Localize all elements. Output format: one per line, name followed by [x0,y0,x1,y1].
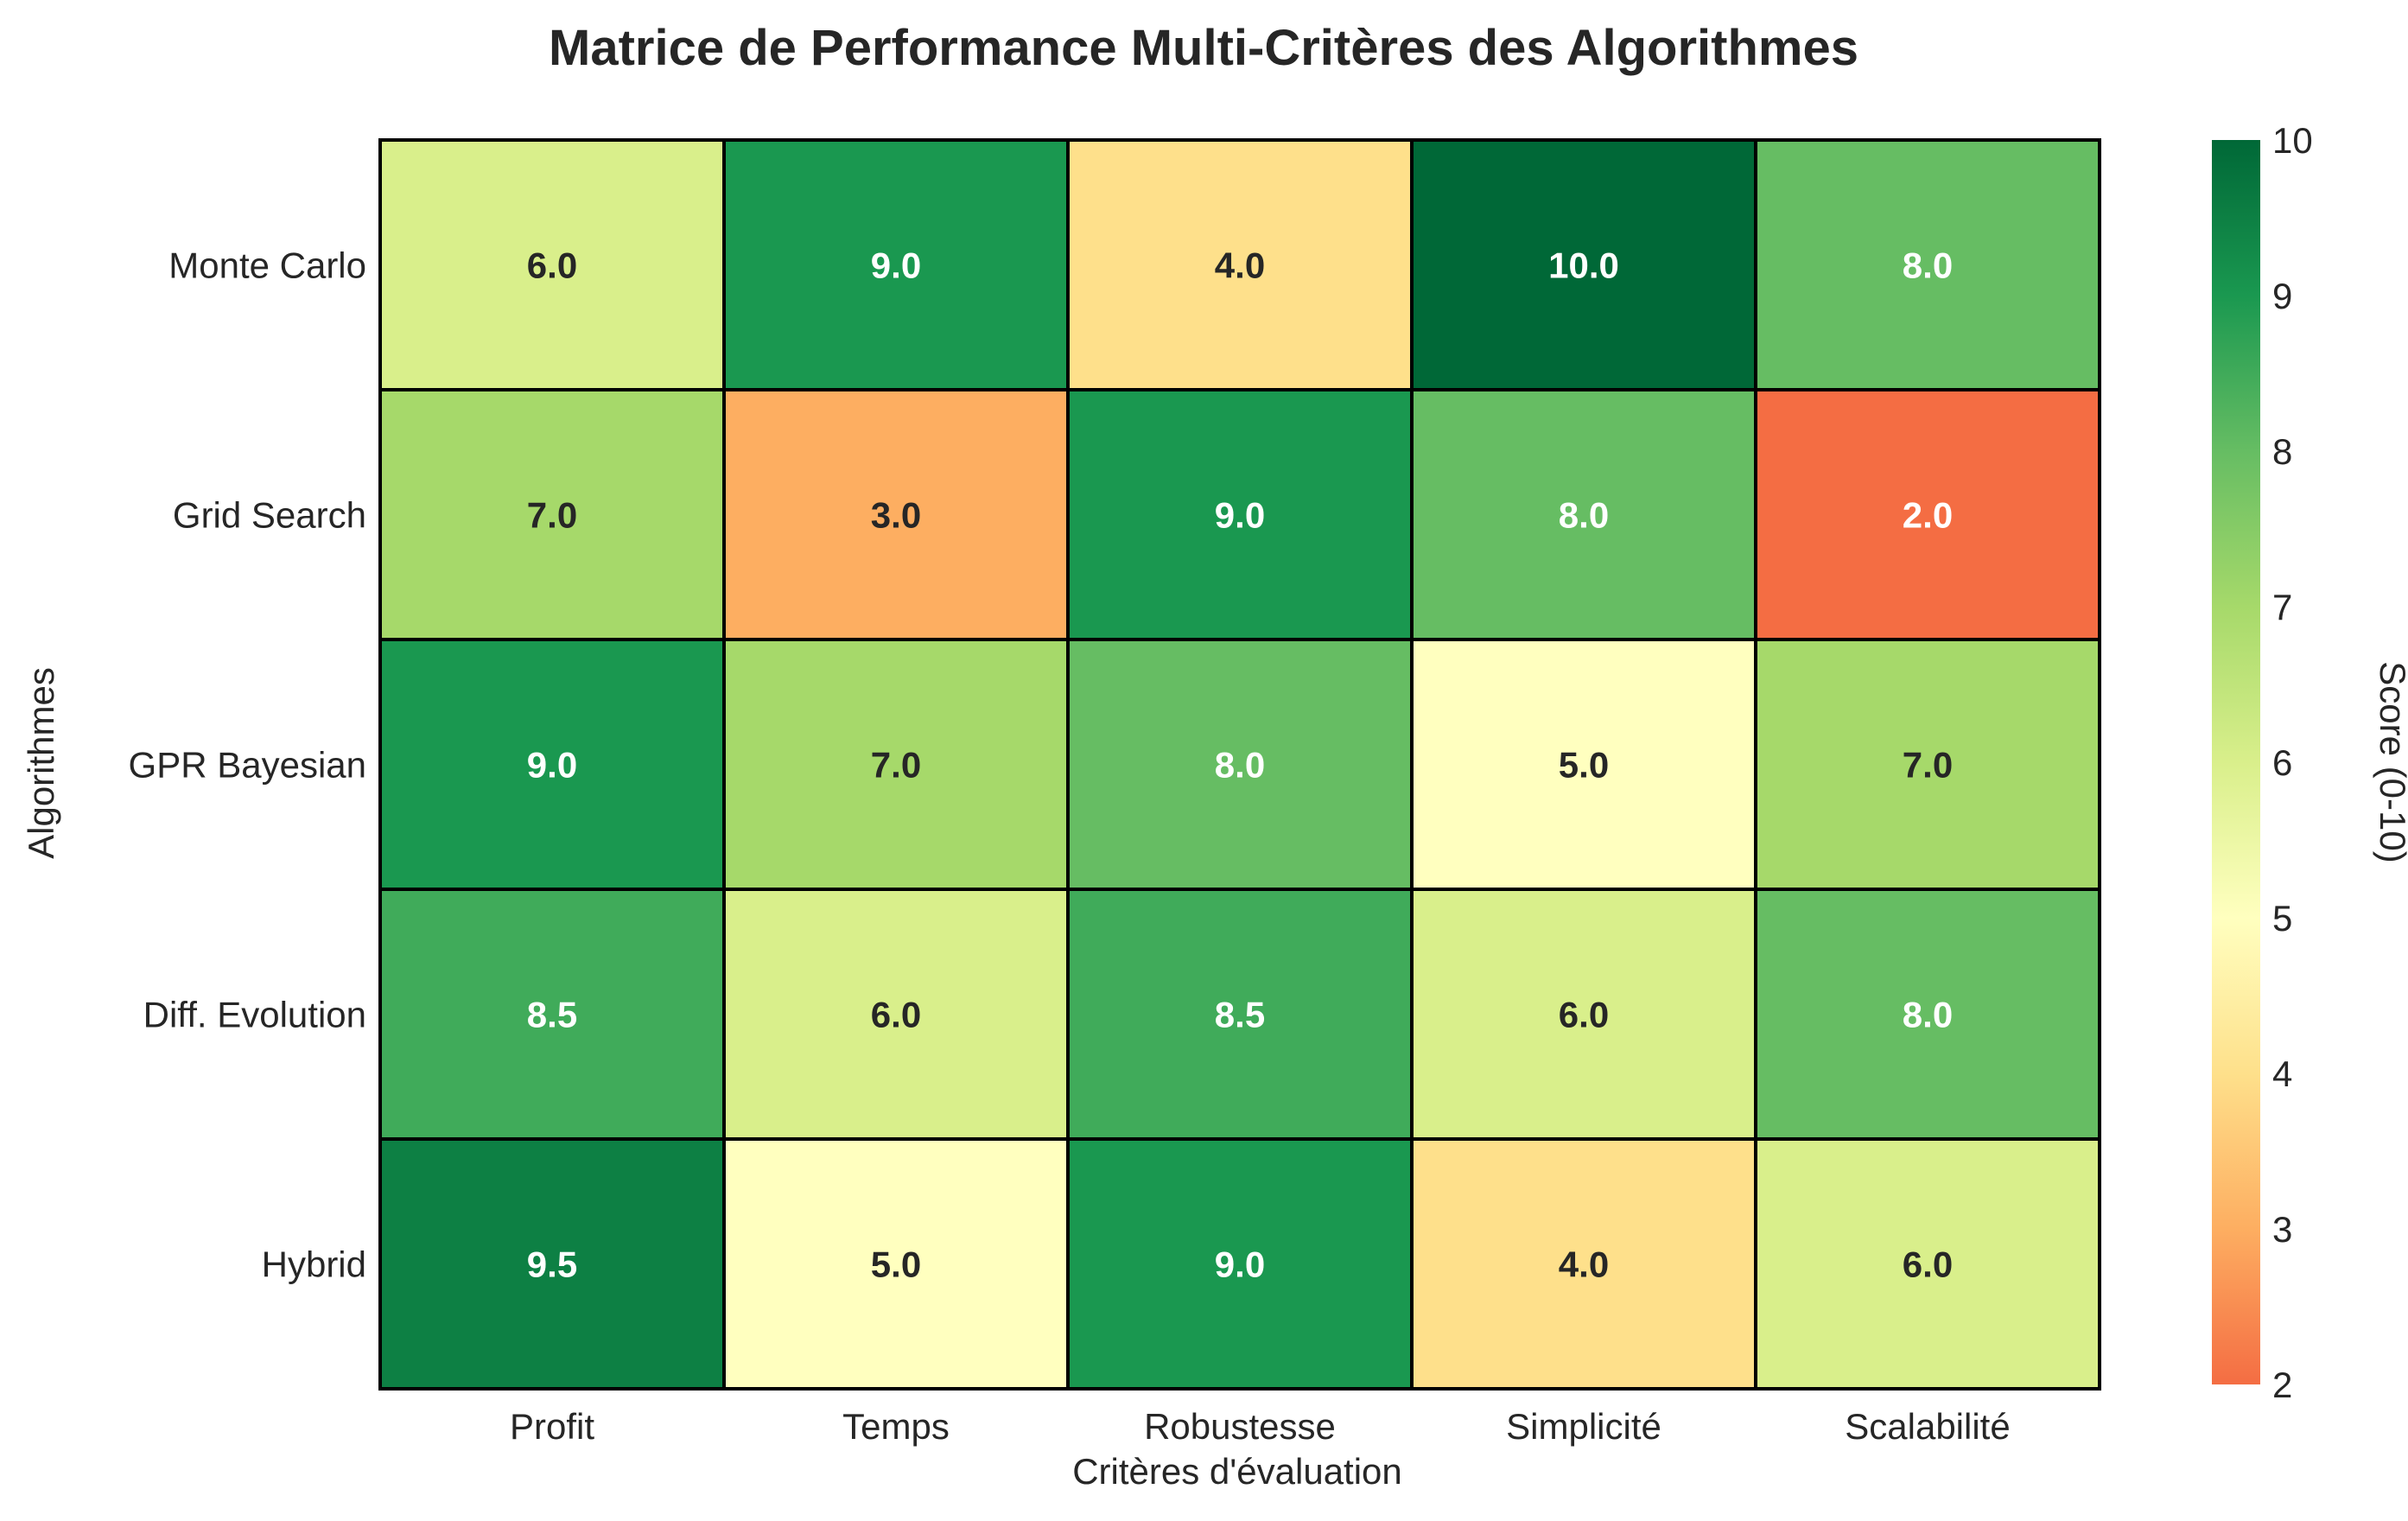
heatmap-cell [1754,1137,2101,1391]
heatmap-cell [1066,888,1414,1141]
heatmap-value-label: 7.0 [527,495,577,536]
colorbar-tick-label: 4 [2272,1053,2292,1094]
heatmap-value-label: 9.0 [1215,495,1265,536]
colorbar-tick-label: 8 [2272,431,2292,472]
heatmap-cell [722,888,1070,1141]
heatmap-cell [722,638,1070,891]
heatmap-value-label: 9.5 [527,1244,577,1285]
heatmap-cell [378,388,726,641]
y-axis-label: Algorithmes [21,667,61,859]
colorbar-tick-label: 3 [2272,1209,2292,1250]
y-tick-labels: Monte Carlo Grid Search GPR Bayesian Diff. … [129,245,366,1285]
heatmap-value-label: 6.0 [1903,1244,1953,1285]
colorbar-tick-labels: 2 3 4 5 6 7 8 9 10 [2272,120,2313,1405]
x-tick-label: Simplicité [1506,1406,1661,1447]
y-tick-label: Grid Search [173,495,366,536]
colorbar [2212,140,2260,1384]
y-tick-label: Hybrid [262,1244,366,1285]
heatmap-cell [378,888,726,1141]
heatmap-cell [1066,388,1414,641]
heatmap-value-label: 9.0 [1215,1244,1265,1285]
heatmap-cell [722,1137,1070,1391]
heatmap-cell [1754,638,2101,891]
heatmap-value-label: 8.0 [1215,745,1265,786]
heatmap-value-label: 9.0 [527,745,577,786]
heatmap-value-label: 8.0 [1903,995,1953,1035]
heatmap-value-label: 6.0 [1559,995,1609,1035]
x-tick-label: Temps [842,1406,950,1447]
x-tick-labels: Profit Temps Robustesse Simplicité Scalabili… [510,1406,2011,1447]
colorbar-tick-label: 7 [2272,587,2292,627]
heatmap-cell [378,138,726,391]
heatmap-value-label: 4.0 [1215,245,1265,286]
heatmap-value-label: 5.0 [1559,745,1609,786]
y-tick-label: Monte Carlo [168,245,366,286]
y-tick-label: Diff. Evolution [143,995,366,1035]
heatmap-cell [378,1137,726,1391]
heatmap-value-label: 8.0 [1559,495,1609,536]
heatmap-value-label: 8.5 [527,995,577,1035]
colorbar-tick-label: 6 [2272,742,2292,783]
heatmap-cell [1410,138,1757,391]
heatmap-cell [1066,638,1414,891]
x-tick-label: Profit [510,1406,594,1447]
colorbar-tick-label: 10 [2272,120,2313,161]
heatmap-cell [722,138,1070,391]
colorbar-tick-label: 2 [2272,1365,2292,1405]
heatmap-value-label: 3.0 [871,495,921,536]
chart-title: Matrice de Performance Multi-Critères de… [549,20,1858,76]
x-tick-label: Robustesse [1144,1406,1336,1447]
heatmap-value-label: 6.0 [527,245,577,286]
heatmap-value-label: 5.0 [871,1244,921,1285]
heatmap-cell [1754,388,2101,641]
colorbar-tick-label: 9 [2272,276,2292,316]
x-axis-label: Critères d'évaluation [1072,1451,1402,1492]
heatmap-value-label: 7.0 [1903,745,1953,786]
heatmap-value-label: 8.0 [1903,245,1953,286]
heatmap-value-label: 10.0 [1548,245,1619,286]
heatmap-value-label: 2.0 [1903,495,1953,536]
heatmap-cell [1754,138,2101,391]
heatmap-cell [1410,638,1757,891]
heatmap-cells [378,138,2101,1391]
y-tick-label: GPR Bayesian [129,745,366,786]
colorbar-label: Score (0-10) [2373,661,2408,862]
heatmap-cell [1066,1137,1414,1391]
x-tick-label: Scalabilité [1845,1406,2010,1447]
heatmap-cell [1754,888,2101,1141]
heatmap-value-label: 4.0 [1559,1244,1609,1285]
heatmap-value-label: 9.0 [871,245,921,286]
heatmap-value-labels: 6.0 9.0 4.0 10.0 8.0 7.0 3.0 9.0 8.0 2.0 9.0 7.0 8.0… [527,245,1953,1285]
heatmap-value-label: 8.5 [1215,995,1265,1035]
heatmap-value-label: 6.0 [871,995,921,1035]
colorbar-tick-label: 5 [2272,898,2292,939]
heatmap-cell [1410,888,1757,1141]
heatmap-value-label: 7.0 [871,745,921,786]
heatmap-cell [1066,138,1414,391]
